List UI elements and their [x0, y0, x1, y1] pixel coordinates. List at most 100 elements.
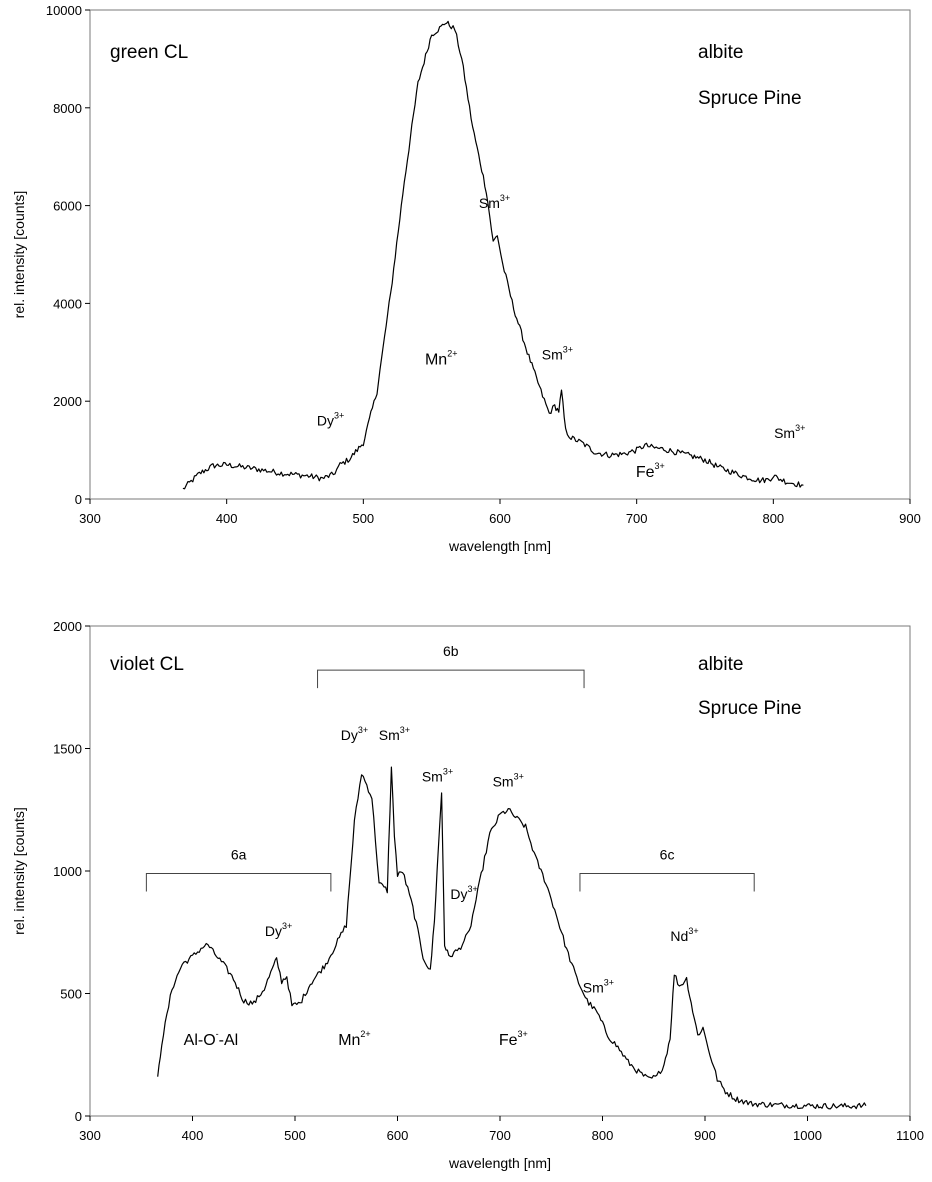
x-tick-label: 600	[387, 1128, 409, 1143]
cl-mode-label: green CL	[110, 42, 188, 63]
y-axis-label: rel. intensity [counts]	[11, 807, 27, 935]
x-tick-label: 400	[216, 511, 238, 526]
locality-label: Spruce Pine	[698, 698, 802, 719]
y-tick-label: 500	[60, 987, 82, 1002]
ion-symbol: Sm	[422, 769, 443, 785]
ion-charge: 3+	[468, 884, 478, 894]
ion-annotation: Sm3+	[774, 423, 805, 441]
cl-mode-label: violet CL	[110, 654, 184, 675]
ion-charge: 3+	[400, 725, 410, 735]
ion-charge: 3+	[334, 411, 344, 421]
ion-annotation: Sm3+	[583, 977, 614, 995]
ion-charge: 3+	[514, 771, 524, 781]
bracket-line	[317, 669, 585, 689]
x-tick-label: 700	[626, 511, 648, 526]
ion-annotation: Mn2+	[425, 349, 458, 369]
ion-annotation: Fe3+	[636, 461, 665, 481]
ion-annotation: Dy3+	[341, 725, 368, 743]
range-bracket: 6a	[145, 846, 332, 892]
ion-charge: 3+	[358, 725, 368, 735]
x-tick-label: 500	[352, 511, 374, 526]
ion-charge: 3+	[795, 423, 805, 433]
y-tick-label: 2000	[53, 619, 82, 634]
ion-annotation: Sm3+	[379, 725, 410, 743]
ion-annotation: Nd3+	[670, 926, 698, 944]
bracket-line	[145, 872, 332, 892]
ion-annotation: Dy3+	[265, 921, 292, 939]
ion-charge: 3+	[655, 461, 665, 471]
x-tick-label: 300	[79, 511, 101, 526]
x-tick-label: 400	[182, 1128, 204, 1143]
x-tick-label: 600	[489, 511, 511, 526]
ion-symbol: Nd	[670, 928, 688, 944]
x-axis-label: wavelength [nm]	[448, 538, 551, 554]
spectrum-line	[157, 766, 867, 1110]
ion-symbol: Sm	[542, 347, 563, 363]
x-tick-label: 1000	[793, 1128, 822, 1143]
x-tick-label: 700	[489, 1128, 511, 1143]
ion-symbol: Al-O	[184, 1032, 216, 1049]
ion-charge: 3+	[282, 921, 292, 931]
x-tick-label: 500	[284, 1128, 306, 1143]
ion-symbol: Sm	[379, 727, 400, 743]
ion-charge: -	[216, 1029, 219, 1039]
ion-symbol: Sm	[479, 195, 500, 211]
bracket-label: 6b	[443, 643, 459, 659]
ion-symbol-tail: -Al	[219, 1032, 239, 1049]
ion-annotation: Al-O--Al	[184, 1029, 239, 1049]
x-tick-label: 1100	[896, 1128, 924, 1143]
ion-charge: 3+	[688, 926, 698, 936]
x-tick-label: 800	[592, 1128, 614, 1143]
y-tick-label: 0	[75, 1109, 82, 1124]
spectrum-line	[182, 20, 804, 490]
ion-symbol: Dy	[265, 923, 282, 939]
ion-symbol: Mn	[425, 352, 447, 369]
ion-symbol: Dy	[341, 727, 358, 743]
x-tick-label: 800	[762, 511, 784, 526]
ion-charge: 3+	[604, 977, 614, 987]
ion-charge: 3+	[563, 345, 573, 355]
range-bracket: 6b	[317, 643, 585, 689]
ion-annotation: Sm3+	[422, 767, 453, 785]
ion-charge: 2+	[360, 1029, 370, 1039]
ion-symbol: Sm	[583, 979, 604, 995]
x-axis-label: wavelength [nm]	[448, 1155, 551, 1171]
y-tick-label: 10000	[46, 3, 82, 18]
mineral-label: albite	[698, 654, 743, 675]
ion-charge: 3+	[443, 767, 453, 777]
y-tick-label: 8000	[53, 101, 82, 116]
mineral-label: albite	[698, 42, 743, 63]
ion-symbol: Sm	[493, 773, 514, 789]
ion-symbol: Fe	[636, 464, 655, 481]
ion-charge: 2+	[447, 349, 457, 359]
ion-symbol: Dy	[450, 886, 467, 902]
y-axis-label: rel. intensity [counts]	[11, 191, 27, 319]
ion-symbol: Fe	[499, 1032, 518, 1049]
ion-annotation: Mn2+	[338, 1029, 371, 1049]
y-tick-label: 0	[75, 492, 82, 507]
locality-label: Spruce Pine	[698, 88, 802, 109]
bracket-label: 6c	[660, 846, 675, 862]
range-bracket: 6c	[579, 846, 755, 892]
ion-charge: 3+	[500, 193, 510, 203]
ion-charge: 3+	[518, 1029, 528, 1039]
ion-annotation: Fe3+	[499, 1029, 528, 1049]
ion-annotation: Sm3+	[542, 345, 573, 363]
chart-panel-1: 300 400 500 600 700 800 900 0 2000 4000 6000 8000 10…	[11, 3, 921, 554]
ion-annotation: Sm3+	[479, 193, 510, 211]
y-tick-label: 4000	[53, 296, 82, 311]
chart-panel-2: 300 400 500 600 700 800 900 1000 1100 0 500 1000 150…	[11, 619, 924, 1171]
ion-annotation: Dy3+	[450, 884, 477, 902]
y-tick-label: 1000	[53, 864, 82, 879]
bracket-line	[579, 872, 755, 892]
y-tick-label: 2000	[53, 394, 82, 409]
y-tick-label: 6000	[53, 199, 82, 214]
x-tick-label: 900	[694, 1128, 716, 1143]
ion-symbol: Mn	[338, 1032, 360, 1049]
bracket-label: 6a	[231, 846, 247, 862]
ion-symbol: Sm	[774, 425, 795, 441]
x-tick-label: 900	[899, 511, 921, 526]
ion-annotation: Dy3+	[317, 411, 344, 429]
